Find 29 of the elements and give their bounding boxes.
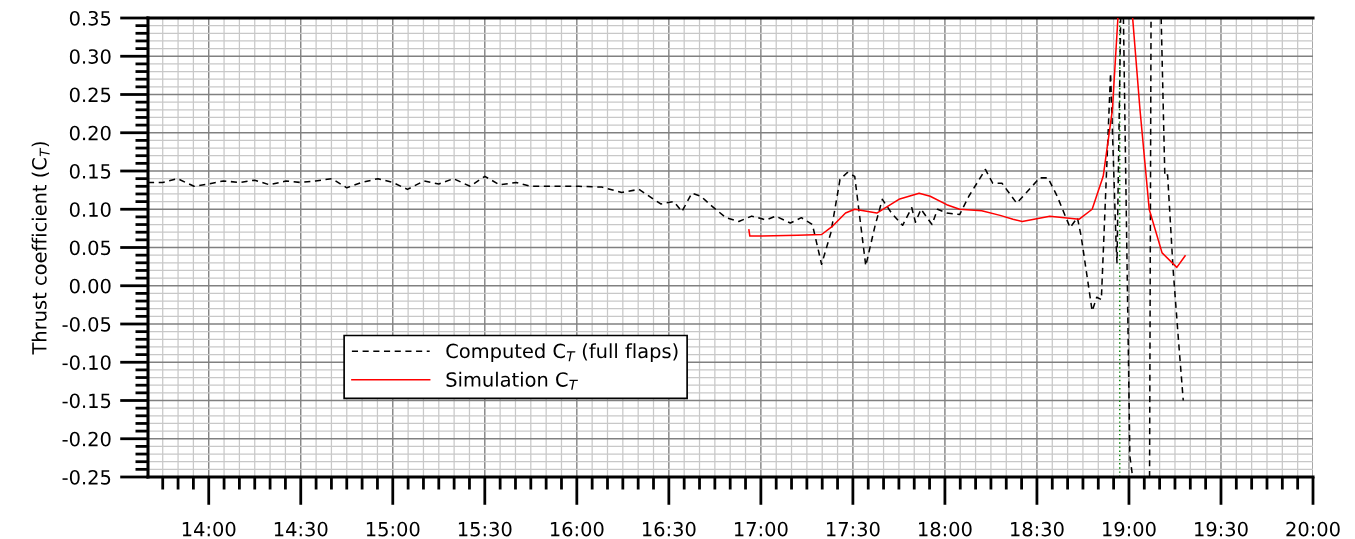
y-tick-label: -0.25 xyxy=(62,469,111,485)
y-tick-label: 0.05 xyxy=(69,240,111,256)
y-tick-label: 0.20 xyxy=(69,125,111,141)
y-tick-label: 0.30 xyxy=(69,49,111,64)
y-tick-label: 0.00 xyxy=(69,278,111,294)
x-tick-label: 19:30 xyxy=(1195,521,1248,537)
x-tick-label: 18:00 xyxy=(919,521,972,537)
y-axis-title: Thrust coefficient (C$_{T}$) xyxy=(31,142,50,355)
x-tick-label: 14:30 xyxy=(274,521,328,537)
x-tick-label: 18:30 xyxy=(1011,521,1064,537)
legend-label: Simulation C$_{T}$ xyxy=(446,371,578,390)
y-tick-label: -0.15 xyxy=(62,393,111,409)
x-tick-label: 15:30 xyxy=(458,521,512,537)
y-tick-label: -0.05 xyxy=(62,316,111,332)
y-tick-label: -0.20 xyxy=(62,431,111,447)
x-tick-label: 19:00 xyxy=(1103,521,1156,537)
y-tick-label: -0.10 xyxy=(62,355,111,370)
x-tick-label: 16:30 xyxy=(642,521,696,537)
x-tick-label: 17:30 xyxy=(827,521,880,537)
x-tick-label: 16:00 xyxy=(550,521,604,537)
x-tick-label: 14:00 xyxy=(182,521,236,537)
legend-label: Computed C$_{T}$ (full flaps) xyxy=(446,343,678,363)
y-tick-label: 0.25 xyxy=(69,87,111,103)
x-tick-label: 15:00 xyxy=(366,521,420,537)
x-tick-label: 20:00 xyxy=(1286,521,1340,537)
y-tick-label: 0.10 xyxy=(69,202,111,217)
y-tick-label: 0.15 xyxy=(69,163,111,179)
x-tick-label: 17:00 xyxy=(734,521,788,537)
y-tick-label: 0.35 xyxy=(69,10,111,26)
